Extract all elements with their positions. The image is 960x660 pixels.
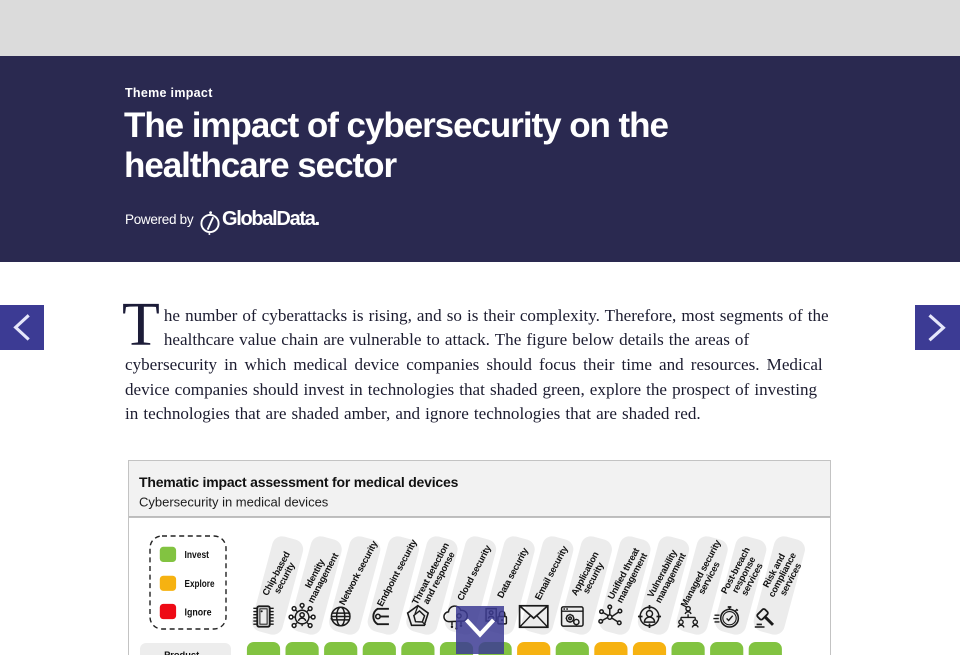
- svg-text:Ignore: Ignore: [185, 608, 212, 619]
- svg-text:Invest: Invest: [185, 550, 210, 561]
- svg-text:Explore: Explore: [185, 579, 215, 590]
- svg-text:Product...: Product...: [164, 650, 207, 655]
- svg-text:Thematic impact assessment for: Thematic impact assessment for medical d…: [139, 474, 459, 490]
- svg-text:Cybersecurity in medical devic: Cybersecurity in medical devices: [139, 495, 329, 510]
